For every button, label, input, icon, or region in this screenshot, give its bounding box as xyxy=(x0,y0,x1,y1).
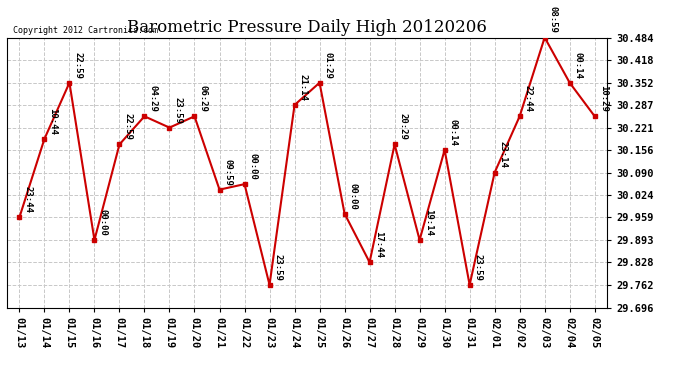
Text: 22:44: 22:44 xyxy=(524,85,533,112)
Text: 00:00: 00:00 xyxy=(99,209,108,236)
Text: 23:14: 23:14 xyxy=(499,141,508,168)
Text: 10:44: 10:44 xyxy=(48,108,57,135)
Text: 17:44: 17:44 xyxy=(374,231,383,258)
Text: 21:14: 21:14 xyxy=(299,74,308,101)
Text: 01:29: 01:29 xyxy=(324,52,333,78)
Text: 23:59: 23:59 xyxy=(274,254,283,281)
Text: 04:29: 04:29 xyxy=(148,85,157,112)
Text: 00:14: 00:14 xyxy=(448,119,457,146)
Text: 23:59: 23:59 xyxy=(174,97,183,123)
Text: 20:29: 20:29 xyxy=(399,113,408,140)
Text: 23:59: 23:59 xyxy=(474,254,483,281)
Title: Barometric Pressure Daily High 20120206: Barometric Pressure Daily High 20120206 xyxy=(127,19,487,36)
Text: 22:59: 22:59 xyxy=(124,113,132,140)
Text: 08:59: 08:59 xyxy=(549,6,558,33)
Text: 06:29: 06:29 xyxy=(199,85,208,112)
Text: 22:59: 22:59 xyxy=(74,52,83,78)
Text: 23:44: 23:44 xyxy=(23,186,32,213)
Text: 00:00: 00:00 xyxy=(248,153,257,180)
Text: 10:29: 10:29 xyxy=(599,85,608,112)
Text: 00:00: 00:00 xyxy=(348,183,357,210)
Text: 19:14: 19:14 xyxy=(424,209,433,236)
Text: Copyright 2012 Cartronics.com: Copyright 2012 Cartronics.com xyxy=(13,26,158,35)
Text: 09:59: 09:59 xyxy=(224,159,233,186)
Text: 00:14: 00:14 xyxy=(574,52,583,78)
